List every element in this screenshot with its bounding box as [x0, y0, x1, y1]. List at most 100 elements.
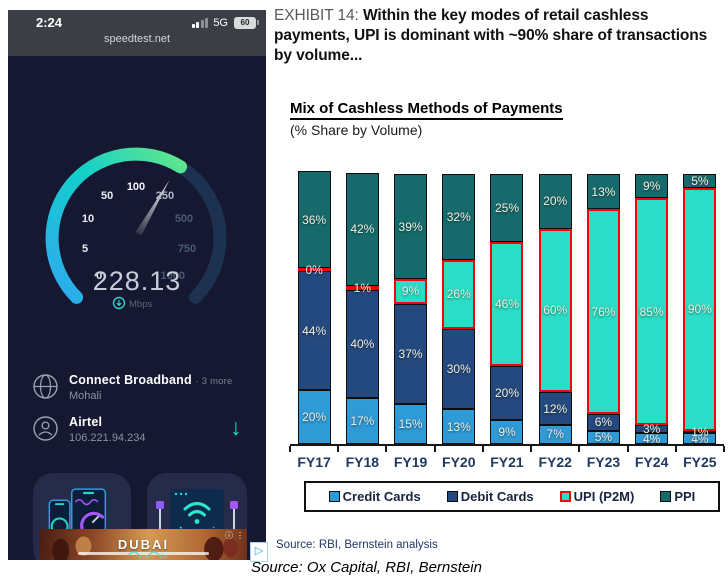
- client-row[interactable]: Airtel 106.221.94.234: [32, 415, 247, 444]
- bar-segment[interactable]: 36%: [297, 171, 331, 269]
- legend-label: Debit Cards: [460, 489, 534, 504]
- segment-value-label: 25%: [494, 200, 519, 215]
- bar-segment[interactable]: 9%: [635, 174, 669, 199]
- segment-value-label: 20%: [302, 410, 327, 424]
- gauge-progress-arc: [45, 147, 187, 304]
- stacked-bar[interactable]: 9% 20% 46% 25%: [490, 174, 524, 444]
- legend-item[interactable]: Debit Cards: [446, 489, 534, 504]
- axis-tick: [626, 446, 629, 452]
- axis-tick: [674, 446, 677, 452]
- bar-segment[interactable]: 5%: [586, 430, 620, 444]
- ad-script-squiggle: [128, 551, 168, 558]
- adchoices-icon[interactable]: ▷: [250, 542, 268, 562]
- legend-item[interactable]: Credit Cards: [328, 489, 421, 504]
- x-axis-label: FY25: [683, 454, 717, 470]
- axis-tick: [433, 446, 436, 452]
- bar-segment[interactable]: 40%: [345, 290, 379, 399]
- bar-segment[interactable]: 0%: [297, 263, 331, 277]
- segment-value-label: 4%: [691, 431, 709, 446]
- segment-value-label: 76%: [591, 304, 616, 319]
- bar-segment[interactable]: 20%: [538, 174, 572, 229]
- bar-segment[interactable]: 13%: [442, 409, 476, 444]
- axis-tick: [385, 446, 388, 452]
- segment-value-label: 15%: [398, 416, 423, 431]
- bar-segment[interactable]: 46%: [490, 241, 524, 366]
- bar-segment[interactable]: 26%: [442, 259, 476, 330]
- segment-value-label: 39%: [398, 219, 423, 234]
- bar-segment[interactable]: 9%: [490, 419, 524, 444]
- bar-segment[interactable]: 32%: [442, 174, 476, 260]
- bar-segment[interactable]: 17%: [345, 398, 379, 444]
- legend-swatch: [328, 491, 340, 502]
- gauge-tick-label: 10: [82, 213, 94, 225]
- ad-banner[interactable]: DUBAI ⓘ ⋮: [40, 529, 247, 560]
- plot-area: 20% 44% 0% 36% 17% 40% 1% 42% 15% 37% 9% 39% 13% 30% 2…: [290, 171, 724, 446]
- segment-value-label: 60%: [543, 303, 568, 318]
- isp-more-label[interactable]: · 3 more: [195, 376, 233, 387]
- segment-value-label: 20%: [494, 385, 519, 400]
- segment-value-label: 17%: [350, 414, 375, 429]
- segment-value-label: 0%: [305, 262, 323, 277]
- bar-segment[interactable]: 3%: [635, 422, 669, 436]
- bar-segment[interactable]: 1%: [683, 425, 717, 439]
- bar-segment[interactable]: 90%: [683, 187, 717, 431]
- stacked-bar[interactable]: 7% 12% 60% 20%: [538, 174, 572, 444]
- stacked-bar[interactable]: 4% 3% 85% 9%: [635, 174, 669, 446]
- bar-segment[interactable]: 60%: [538, 228, 572, 393]
- segment-value-label: 9%: [642, 179, 661, 194]
- client-network-name: Airtel: [69, 415, 103, 429]
- ad-info-icon[interactable]: ⓘ: [225, 531, 233, 540]
- x-axis-label: FY18: [345, 454, 380, 470]
- bar-segment[interactable]: 20%: [490, 365, 524, 420]
- bar-segment[interactable]: 20%: [297, 390, 331, 444]
- segment-value-label: 32%: [446, 209, 471, 224]
- segment-value-label: 6%: [594, 415, 613, 430]
- exhibit-title: Within the key modes of retail cashless …: [274, 7, 708, 65]
- legend-item[interactable]: PPI: [660, 489, 695, 504]
- battery-icon: 60: [234, 16, 259, 29]
- segment-value-label: 5%: [691, 173, 709, 188]
- bar-segment[interactable]: 4%: [683, 431, 717, 446]
- bar-segment[interactable]: 12%: [538, 392, 572, 425]
- bar-segment[interactable]: 9%: [394, 279, 428, 304]
- segment-value-label: 4%: [642, 431, 661, 446]
- bar-segment[interactable]: 30%: [442, 329, 476, 410]
- segment-value-label: 90%: [687, 302, 712, 317]
- legend-label: Credit Cards: [342, 489, 421, 504]
- bar-segment[interactable]: 85%: [635, 198, 669, 426]
- bar-segment[interactable]: 4%: [635, 431, 669, 446]
- bar-segment[interactable]: 39%: [394, 174, 428, 280]
- ad-menu-icon[interactable]: ⋮: [236, 531, 244, 540]
- bar-segment[interactable]: 42%: [345, 172, 379, 287]
- bar-column: 20% 44% 0% 36%: [290, 171, 338, 444]
- segment-value-label: 46%: [494, 296, 519, 311]
- bar-segment[interactable]: 6%: [586, 414, 620, 431]
- status-bar: 2:24 5G 60 speedtest.net: [8, 10, 266, 56]
- stacked-bar[interactable]: 5% 6% 76% 13%: [586, 174, 620, 444]
- bar-segment[interactable]: 15%: [394, 403, 428, 444]
- bar-segment[interactable]: 76%: [586, 209, 620, 415]
- legend-swatch: [559, 491, 571, 502]
- bar-column: 17% 40% 1% 42%: [338, 172, 386, 444]
- stacked-bar[interactable]: 17% 40% 1% 42%: [345, 172, 379, 444]
- isp-row[interactable]: Connect Broadband · 3 more Mohali: [32, 373, 247, 402]
- bar-segment[interactable]: 25%: [490, 174, 524, 242]
- bar-segment[interactable]: 1%: [345, 281, 379, 295]
- bar-segment[interactable]: 7%: [538, 424, 572, 444]
- stacked-bar[interactable]: 20% 44% 0% 36%: [297, 171, 331, 444]
- segment-value-label: 40%: [350, 337, 375, 352]
- legend-item[interactable]: UPI (P2M): [559, 489, 634, 504]
- bar-segment[interactable]: 37%: [394, 303, 428, 404]
- browser-url-bar[interactable]: speedtest.net: [103, 33, 171, 45]
- stacked-bar[interactable]: 4% 1% 90% 5%: [683, 173, 717, 446]
- isp-name: Connect Broadband: [69, 373, 192, 387]
- bar-segment[interactable]: 5%: [683, 173, 717, 188]
- stacked-bar[interactable]: 13% 30% 26% 32%: [442, 174, 476, 444]
- x-axis-label: FY17: [297, 454, 331, 470]
- bar-segment[interactable]: 13%: [586, 174, 620, 210]
- download-result-arrow-icon[interactable]: ↓: [230, 414, 242, 440]
- stacked-bar[interactable]: 15% 37% 9% 39%: [394, 174, 428, 444]
- bar-segment[interactable]: 44%: [297, 271, 331, 390]
- x-axis-label: FY19: [393, 454, 428, 470]
